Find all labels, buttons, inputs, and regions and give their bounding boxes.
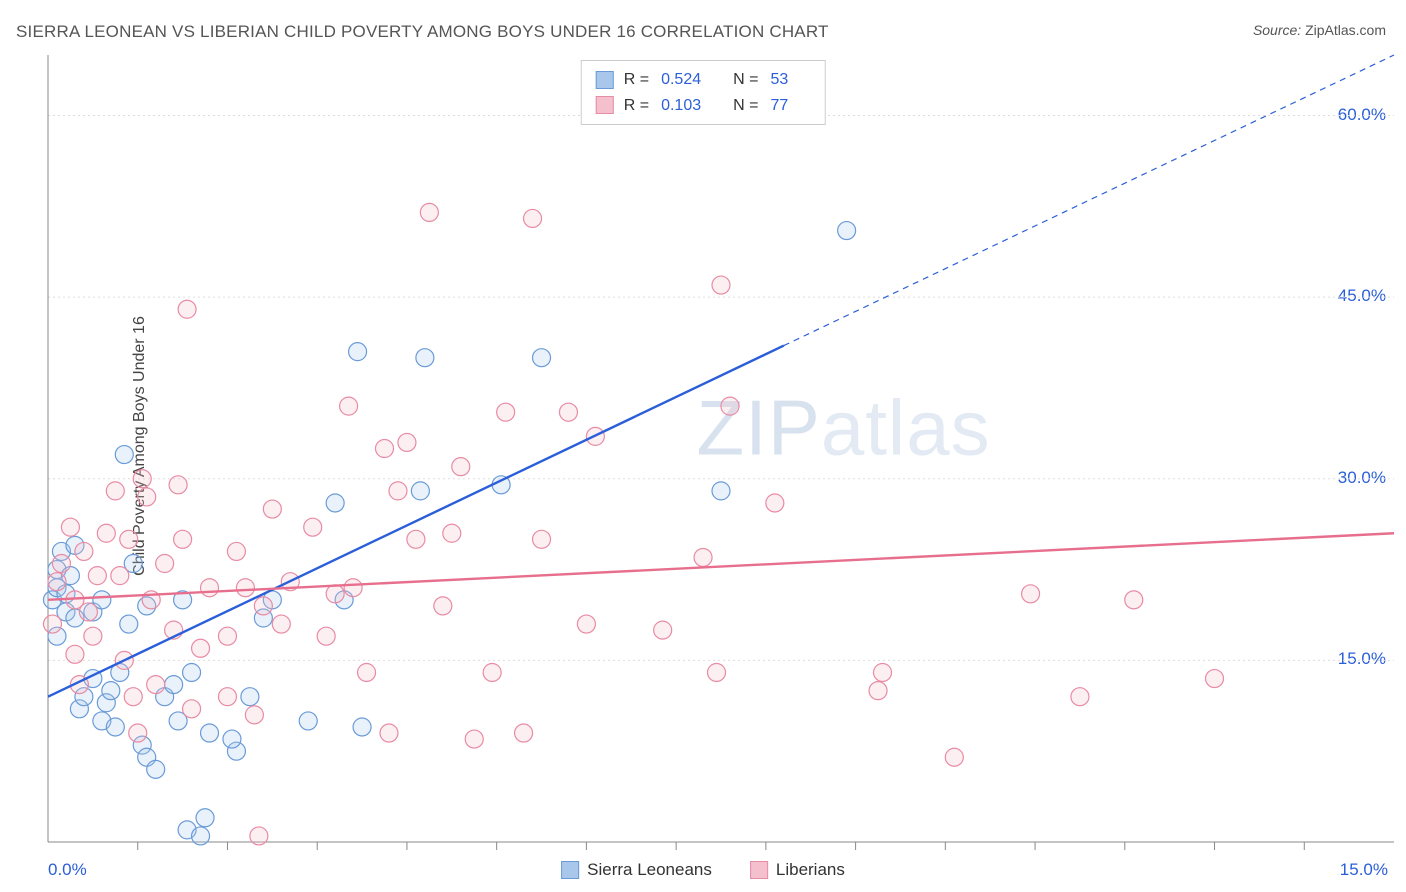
n-value: 53: [770, 67, 788, 93]
legend-item: Liberians: [750, 860, 845, 880]
swatch-icon: [561, 861, 579, 879]
n-label: N =: [733, 93, 758, 119]
legend-label: Sierra Leoneans: [587, 860, 712, 880]
r-label: R =: [624, 93, 649, 119]
r-value: 0.103: [661, 93, 701, 119]
legend-label: Liberians: [776, 860, 845, 880]
chart-container: SIERRA LEONEAN VS LIBERIAN CHILD POVERTY…: [0, 0, 1406, 892]
legend-item: Sierra Leoneans: [561, 860, 712, 880]
series-legend: Sierra Leoneans Liberians: [561, 860, 845, 880]
swatch-icon: [596, 96, 614, 114]
n-value: 77: [770, 93, 788, 119]
swatch-icon: [596, 71, 614, 89]
swatch-icon: [750, 861, 768, 879]
legend-row: R = 0.524 N = 53: [596, 67, 811, 93]
r-label: R =: [624, 67, 649, 93]
correlation-legend: R = 0.524 N = 53 R = 0.103 N = 77: [581, 60, 826, 125]
scatter-plot: [0, 0, 1406, 892]
r-value: 0.524: [661, 67, 701, 93]
legend-row: R = 0.103 N = 77: [596, 93, 811, 119]
n-label: N =: [733, 67, 758, 93]
